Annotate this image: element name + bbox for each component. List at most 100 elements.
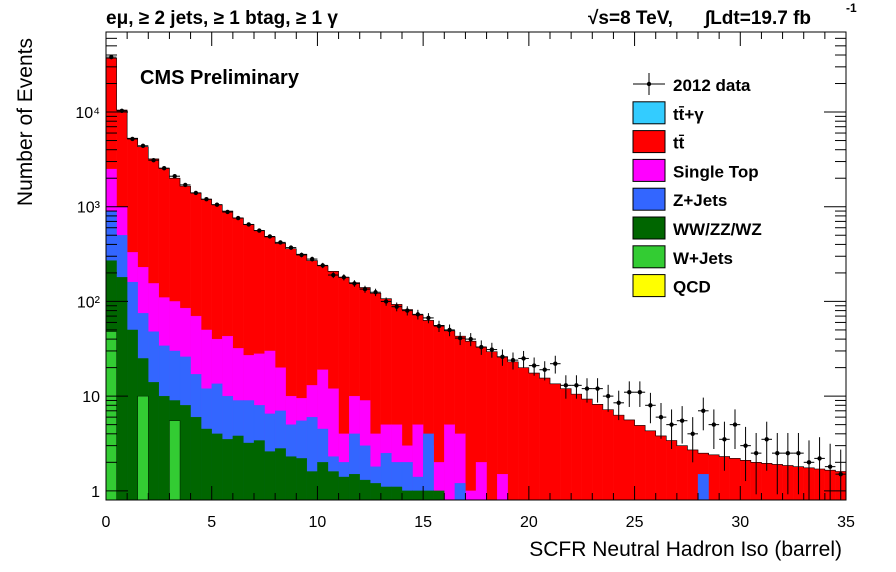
ttbar-bar — [613, 414, 625, 501]
plot-frame — [105, 31, 847, 501]
data-point — [359, 285, 371, 293]
data-point — [560, 375, 572, 399]
data-point — [793, 432, 804, 495]
data-point — [518, 350, 529, 368]
data-point — [729, 409, 741, 450]
data-point — [803, 440, 815, 500]
legend-entry: tt̄ — [632, 130, 685, 154]
data-point — [592, 378, 603, 403]
svg-text:QCD: QCD — [673, 278, 711, 297]
data-point — [824, 443, 836, 500]
ttbar-bar — [539, 377, 551, 501]
data-point — [750, 432, 762, 495]
data-point — [687, 417, 698, 463]
data-point — [127, 136, 138, 142]
svg-text:Single Top: Single Top — [673, 162, 759, 181]
diboson-bar — [179, 405, 191, 501]
ttbar-bar — [465, 341, 477, 501]
diboson-bar — [264, 451, 276, 501]
diboson-bar — [433, 490, 445, 501]
legend-entry: 2012 data — [633, 73, 751, 95]
data-point — [528, 357, 540, 376]
data-point — [306, 256, 318, 262]
single-top-bar — [465, 490, 477, 501]
data-point — [655, 403, 667, 439]
data-point — [835, 449, 846, 500]
data-point — [412, 309, 424, 320]
data-point — [391, 302, 402, 312]
data-points — [106, 54, 846, 500]
data-point — [497, 349, 508, 366]
ttbar-bar — [602, 409, 614, 501]
diboson-bar — [296, 458, 308, 501]
data-point — [761, 421, 772, 471]
data-point — [137, 143, 149, 148]
legend-entry: QCD — [632, 274, 711, 298]
single-top-bar — [475, 462, 487, 501]
data-point — [148, 157, 159, 163]
ttbar-bar — [528, 372, 540, 501]
axes: 0 5 10 15 20 25 30 35 1 10 10² 10³ 10⁴ — [75, 31, 855, 531]
ttbar-bar — [634, 425, 646, 501]
x-tick-label: 20 — [520, 514, 538, 531]
data-point — [645, 392, 656, 424]
svg-text:Z+Jets: Z+Jets — [673, 191, 727, 210]
data-point — [328, 272, 339, 279]
legend-entry: Z+Jets — [632, 187, 727, 211]
y-tick-label: 10³ — [77, 200, 101, 217]
diboson-bar — [126, 329, 138, 501]
ttbar-bar — [570, 393, 582, 501]
ttbar-bar — [581, 398, 593, 501]
diboson-bar — [243, 442, 255, 501]
svg-text:W+Jets: W+Jets — [673, 249, 733, 268]
data-point — [106, 54, 117, 60]
x-tick-label: 25 — [626, 514, 644, 531]
data-point — [211, 202, 223, 207]
data-point — [666, 409, 677, 450]
diboson-bar — [285, 456, 297, 501]
diboson-bar — [222, 439, 234, 501]
data-point — [613, 390, 624, 421]
data-point — [317, 262, 328, 269]
data-point — [539, 361, 550, 381]
data-point — [349, 280, 360, 287]
data-point — [550, 355, 561, 374]
w-jets-bar — [105, 331, 117, 501]
x-tick-label: 0 — [102, 514, 111, 531]
data-point — [254, 228, 265, 233]
legend-entry: W+Jets — [632, 245, 733, 269]
y-axis-label: Number of Events — [14, 38, 37, 206]
diboson-bar — [306, 471, 318, 501]
data-point — [296, 252, 307, 258]
y-tick-label: 10 — [82, 389, 100, 406]
data-point — [486, 342, 498, 358]
diboson-bar — [274, 448, 286, 501]
diboson-bar — [380, 486, 392, 501]
data-point — [698, 397, 709, 431]
ttbar-bar — [623, 419, 635, 501]
diboson-bar — [317, 462, 329, 501]
diboson-bar — [190, 416, 202, 501]
w-jets-bar — [169, 420, 181, 501]
diboson-bar — [359, 479, 371, 501]
data-point — [232, 215, 244, 221]
data-point — [740, 426, 751, 482]
data-point — [634, 381, 646, 407]
data-point — [275, 240, 286, 245]
diboson-bar — [253, 440, 265, 501]
ttbar-bar — [486, 351, 498, 501]
diboson-bar — [401, 490, 413, 501]
data-point — [402, 306, 413, 316]
ttbar-bar — [644, 430, 656, 501]
data-point — [676, 406, 688, 444]
data-point — [243, 222, 254, 227]
data-point — [571, 375, 582, 399]
x-tick-label: 15 — [414, 514, 432, 531]
ttbar-bar — [518, 367, 530, 501]
w-jets-bar — [137, 395, 149, 501]
legend-entry: WW/ZZ/WZ — [632, 216, 762, 240]
legend: 2012 data tt̄+γ tt̄ Single Top Z+Jets WW/ZZ/W… — [632, 73, 762, 298]
ttbar-bar — [592, 404, 604, 501]
energy-label: √s=8 TeV, — [588, 8, 673, 29]
cms-watermark: CMS Preliminary — [140, 67, 300, 89]
